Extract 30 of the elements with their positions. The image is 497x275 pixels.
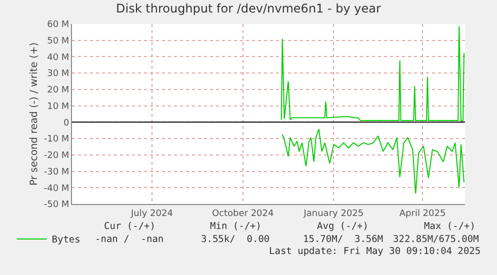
y-tick-label: 20 M xyxy=(47,86,70,96)
line-series xyxy=(280,26,465,122)
y-tick-label: 40 M xyxy=(47,52,70,63)
text: Min (-/+) xyxy=(210,221,262,232)
y-tick-label: -20 M xyxy=(44,151,70,162)
y-tick-label: -10 M xyxy=(44,134,70,145)
y-tick-label: -50 M xyxy=(44,200,70,210)
text: 322.85M/675.00M xyxy=(393,234,480,245)
x-tick-label: July 2024 xyxy=(130,208,174,219)
x-tick-label: October 2024 xyxy=(212,208,274,219)
text: Max (-/+) xyxy=(424,221,476,232)
x-tick-label: January 2025 xyxy=(302,208,364,219)
text: 3.55k/ 0.00 xyxy=(201,234,270,245)
y-tick-label: -40 M xyxy=(44,184,70,194)
chart-title: Disk throughput for /dev/nvme6n1 - by year xyxy=(116,1,382,16)
text: Last update: Fri May 30 09:10:04 2025 xyxy=(269,246,481,257)
y-tick-label: 10 M xyxy=(47,102,70,112)
y-tick-label: 60 M xyxy=(47,20,70,30)
y-tick-label: -30 M xyxy=(44,167,70,178)
text: -nan / -nan xyxy=(95,234,164,245)
y-tick-label: 50 M xyxy=(47,36,70,47)
x-tick-label: April 2025 xyxy=(399,208,446,219)
y-tick-label: 0 xyxy=(63,118,70,128)
text: Cur (-/+) xyxy=(104,221,156,232)
legend-label: Bytes xyxy=(52,234,80,246)
y-axis-title: Pr second read (-) / write (+) xyxy=(28,42,40,186)
text: Avg (-/+) xyxy=(317,221,368,232)
line-series xyxy=(282,128,465,194)
text: 15.70M/ 3.56M xyxy=(303,234,384,245)
y-tick-label: 30 M xyxy=(47,69,70,80)
